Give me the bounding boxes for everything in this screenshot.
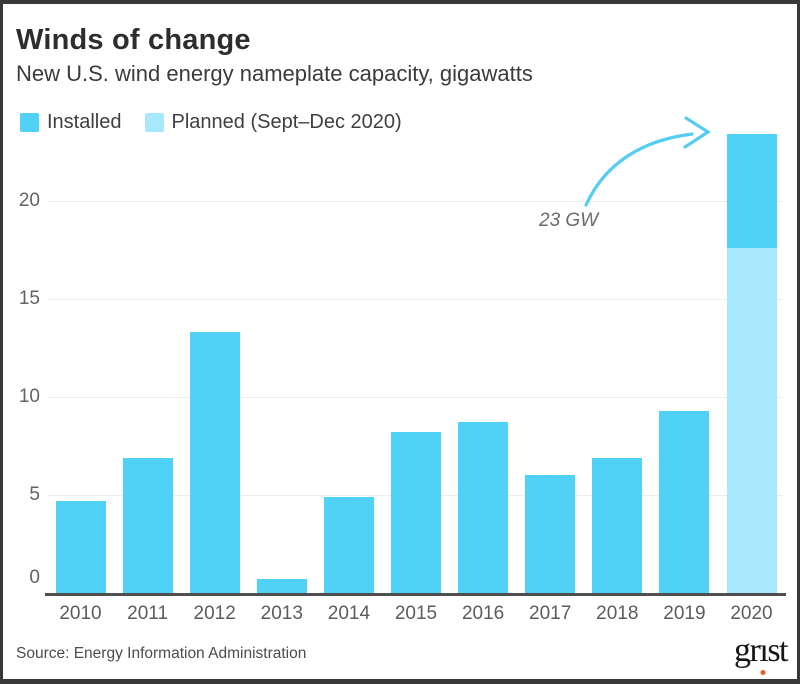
legend: Installed Planned (Sept–Dec 2020) (20, 111, 402, 134)
x-label-2013: 2013 (260, 603, 303, 624)
bar-segment-2012-installed (189, 332, 240, 593)
y-tick-10: 10 (18, 386, 40, 407)
x-label-2011: 2011 (127, 603, 169, 624)
x-label-2020: 2020 (730, 603, 773, 624)
grist-logo-pre: gr (734, 632, 761, 669)
bar-segment-2017-installed (525, 475, 576, 593)
installed-swatch-icon (20, 113, 39, 132)
x-label-2015: 2015 (394, 603, 438, 624)
bar-segment-2014-installed (323, 496, 374, 593)
bar-segment-2011-installed (122, 457, 173, 593)
x-label-2018: 2018 (596, 603, 639, 624)
chart-title: Winds of change (16, 24, 251, 56)
legend-label-planned: Planned (Sept–Dec 2020) (171, 111, 402, 133)
x-label-2012: 2012 (193, 603, 236, 624)
x-axis-line (45, 593, 786, 596)
grist-logo-i: ı (759, 634, 769, 675)
grist-logo: grı st (734, 632, 788, 675)
x-label-2010: 2010 (59, 603, 102, 624)
bar-segment-2013-installed (256, 579, 307, 593)
annotation-23gw: 23 GW (539, 210, 599, 231)
y-tick-20: 20 (18, 190, 40, 211)
y-tick-15: 15 (18, 288, 40, 309)
chart-subtitle: New U.S. wind energy nameplate capacity,… (16, 61, 533, 86)
x-label-2016: 2016 (461, 603, 505, 624)
bar-segment-2020-planned (726, 248, 777, 593)
bar-segment-2015-installed (391, 432, 441, 593)
bar-segment-2016-installed (458, 422, 509, 593)
gridline-15 (48, 299, 783, 300)
bar-segment-2018-installed (592, 457, 643, 593)
grist-logo-dot-icon (760, 670, 766, 675)
legend-item-planned: Planned (Sept–Dec 2020) (144, 111, 402, 134)
gridline-20 (48, 201, 783, 202)
source-credit: Source: Energy Information Administratio… (16, 645, 307, 662)
x-label-2014: 2014 (327, 603, 371, 624)
legend-item-installed: Installed (20, 111, 122, 134)
planned-swatch-icon (144, 113, 164, 132)
legend-label-installed: Installed (47, 111, 122, 133)
bar-segment-2019-installed (659, 410, 710, 593)
gridline-10 (48, 397, 783, 398)
bar-segment-2010-installed (55, 500, 106, 593)
x-label-2019: 2019 (663, 603, 706, 624)
x-label-2017: 2017 (529, 603, 572, 624)
y-tick-0: 0 (29, 567, 40, 588)
y-tick-5: 5 (29, 484, 40, 505)
bar-segment-2020-installed (726, 134, 777, 249)
grist-logo-post: st (767, 632, 788, 669)
